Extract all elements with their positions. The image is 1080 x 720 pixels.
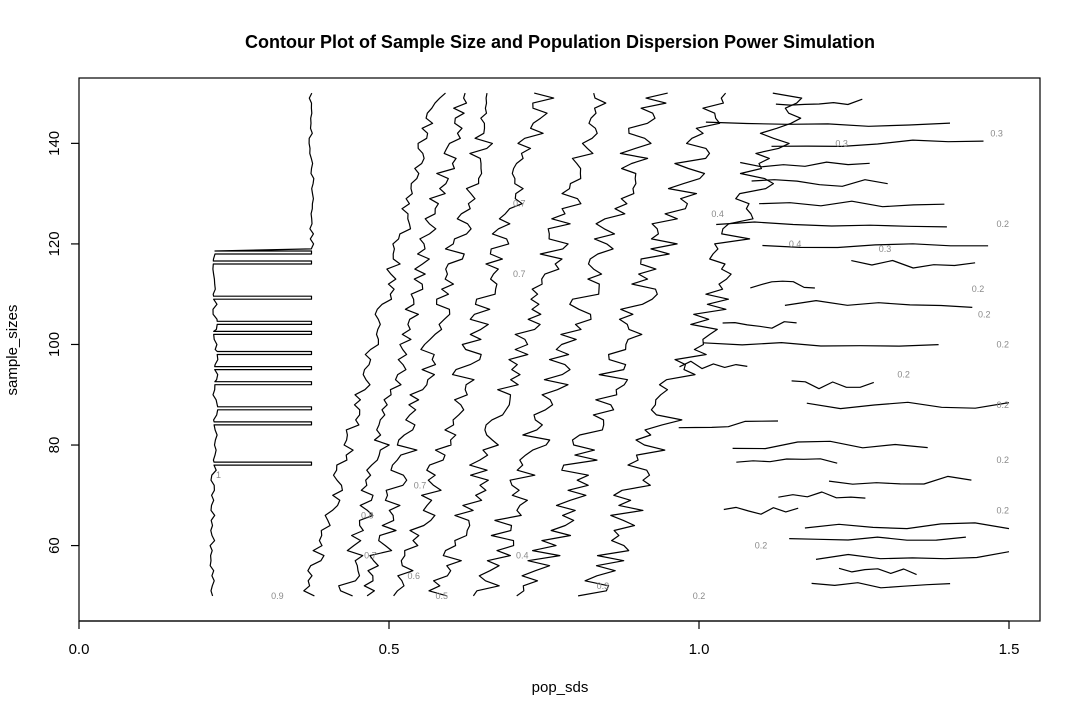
contour-fragment <box>678 420 779 429</box>
contour-label: 0.4 <box>711 209 724 219</box>
contour-fragment <box>722 321 797 329</box>
contour-line <box>303 92 446 597</box>
contour-lines <box>209 92 1010 597</box>
y-axis: 60 80 100 120 140 <box>46 131 80 554</box>
contour-line <box>209 92 315 597</box>
contour-fragment <box>804 522 1010 530</box>
contour-label: 0.2 <box>997 505 1010 515</box>
contour-label: 0.2 <box>897 370 910 380</box>
contour-label: 0.4 <box>789 239 802 249</box>
contour-fragment <box>740 161 870 168</box>
contour-label: 0.2 <box>997 339 1010 349</box>
x-axis-label: pop_sds <box>532 679 589 696</box>
y-tick-label: 120 <box>46 231 63 256</box>
contour-label: 0.2 <box>972 284 985 294</box>
contour-label: 0.3 <box>597 581 610 591</box>
contour-fragment <box>702 342 939 347</box>
contour-label: 1 <box>216 470 221 480</box>
contour-label: 0.7 <box>364 551 377 561</box>
contour-line <box>428 92 607 597</box>
contour-label: 0.2 <box>997 455 1010 465</box>
contour-label: 0.2 <box>997 219 1010 229</box>
contour-label: 0.2 <box>997 400 1010 410</box>
contour-fragment <box>732 440 928 450</box>
contour-fragment <box>705 121 951 127</box>
contour-fragment <box>828 475 972 485</box>
contour-fragment <box>851 259 976 269</box>
x-tick-label: 0.0 <box>69 641 90 658</box>
contour-label: 0.9 <box>271 591 284 601</box>
contour-fragment <box>775 98 863 106</box>
contour-label: 0.3 <box>879 244 892 254</box>
contour-label: 0.8 <box>361 510 374 520</box>
y-axis-label: sample_sizes <box>4 305 21 396</box>
contour-line <box>577 92 803 597</box>
y-tick-label: 80 <box>46 437 63 454</box>
contour-label: 0.3 <box>835 138 848 148</box>
x-tick-label: 1.5 <box>999 641 1020 658</box>
contour-fragment <box>751 179 888 187</box>
y-tick-label: 100 <box>46 332 63 357</box>
contour-fragment <box>679 360 748 370</box>
contour-label: 0.7 <box>414 480 427 490</box>
contour-label: 0.7 <box>513 269 526 279</box>
contour-labels: 1 0.9 0.8 0.7 0.7 0.7 0.7 0.6 0.5 0.4 0.4 0.4 0.3 0.3… <box>216 128 1009 601</box>
x-tick-label: 0.5 <box>379 641 400 658</box>
chart-title: Contour Plot of Sample Size and Populati… <box>245 32 875 52</box>
contour-fragment <box>762 243 989 249</box>
contour-fragment <box>838 567 917 576</box>
contour-label: 0.2 <box>978 309 991 319</box>
x-axis: 0.0 0.5 1.0 1.5 <box>69 620 1020 658</box>
contour-fragment <box>815 551 1010 560</box>
contour-fragment <box>784 300 973 308</box>
contour-line <box>393 92 555 597</box>
contour-fragment <box>759 200 945 208</box>
contour-fragment <box>723 506 799 515</box>
contour-fragment <box>806 401 1010 410</box>
contour-label: 0.6 <box>408 571 421 581</box>
contour-label: 0.3 <box>990 128 1003 138</box>
contour-line <box>516 92 727 597</box>
contour-fragment <box>736 458 838 464</box>
y-tick-label: 140 <box>46 131 63 156</box>
contour-line <box>363 92 493 597</box>
contour-fragment <box>771 139 984 147</box>
contour-label: 0.7 <box>513 199 526 209</box>
contour-line <box>472 92 668 597</box>
contour-fragment <box>716 221 947 228</box>
contour-fragment <box>778 491 866 499</box>
contour-label: 0.2 <box>755 541 768 551</box>
contour-line <box>338 92 468 597</box>
x-tick-label: 1.0 <box>689 641 710 658</box>
contour-label: 0.4 <box>516 551 529 561</box>
contour-fragment <box>789 536 966 541</box>
contour-fragment <box>811 582 951 589</box>
contour-label: 0.2 <box>693 591 706 601</box>
contour-label: 0.5 <box>435 591 448 601</box>
contour-fragment <box>750 280 815 289</box>
contour-fragment <box>791 380 875 390</box>
y-tick-label: 60 <box>46 537 63 554</box>
